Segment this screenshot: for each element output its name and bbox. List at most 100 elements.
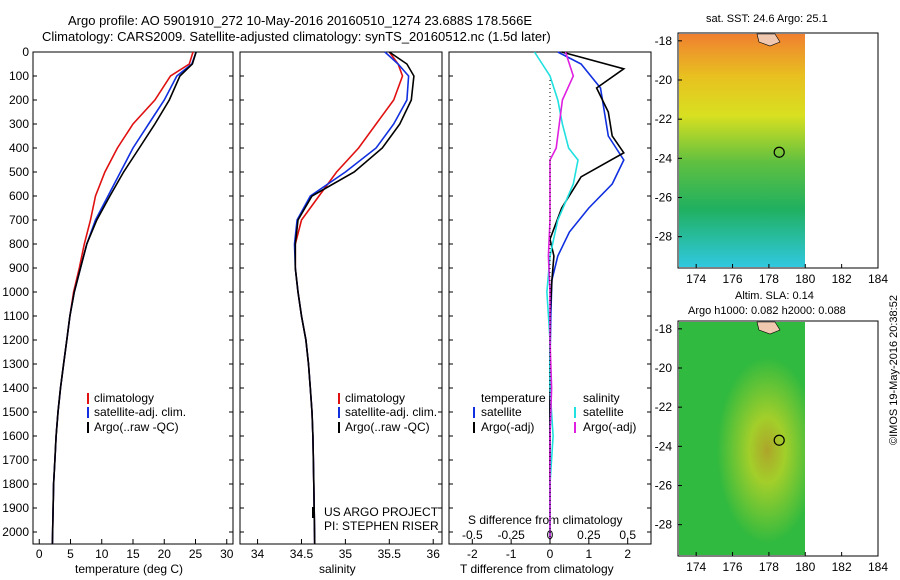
sla-lon-tick-label: 184 bbox=[868, 560, 888, 574]
diff-legend-temp-argo: Argo(-adj) bbox=[481, 420, 535, 434]
depth-tick-label: 500 bbox=[9, 165, 29, 179]
sla-lon-tick-label: 180 bbox=[795, 560, 815, 574]
series-line-satellite bbox=[549, 51, 625, 540]
sla-island bbox=[756, 321, 781, 335]
sla-lon-tick-label: 182 bbox=[832, 560, 852, 574]
sal-panel-frame bbox=[239, 51, 443, 545]
sla-lon-tick-label: 178 bbox=[759, 560, 779, 574]
sst-float-marker bbox=[773, 146, 785, 158]
sla-lat-tick-label: -28 bbox=[655, 518, 673, 532]
temp-legend-argo: Argo(..raw -QC) bbox=[94, 420, 179, 434]
depth-tick-label: 2000 bbox=[2, 525, 29, 539]
diff-legend-temp-satellite: satellite bbox=[481, 405, 522, 419]
sla-map-title-1: Altim. SLA: 0.14 bbox=[735, 290, 814, 302]
sla-lat-tick-label: -24 bbox=[655, 439, 673, 453]
diff-legend-sal-satellite: satellite bbox=[583, 405, 624, 419]
depth-tick-label: 1500 bbox=[2, 405, 29, 419]
depth-tick-label: 0 bbox=[22, 45, 29, 59]
sal-xlabel: salinity bbox=[319, 562, 356, 576]
series-line-satelliteadjclim bbox=[293, 51, 410, 545]
sal-legend-climatology: climatology bbox=[345, 391, 406, 405]
depth-tick-label: 1300 bbox=[2, 357, 29, 371]
sst-lat-tick-label: -26 bbox=[655, 191, 673, 205]
sst-field bbox=[679, 34, 805, 267]
depth-tick-label: 100 bbox=[9, 69, 29, 83]
s-diff-tick-label: 0.25 bbox=[577, 528, 601, 542]
sla-lon-tick-label: 176 bbox=[723, 560, 743, 574]
depth-tick-label: 1800 bbox=[2, 477, 29, 491]
t-diff-tick-label: -2 bbox=[467, 547, 478, 561]
sla-lat-tick-label: -20 bbox=[655, 361, 673, 375]
sst-lon-tick-label: 174 bbox=[686, 272, 706, 286]
temp-x-tick-label: 30 bbox=[220, 547, 234, 561]
depth-tick-label: 200 bbox=[9, 93, 29, 107]
depth-tick-label: 700 bbox=[9, 213, 29, 227]
sst-lon-tick-label: 182 bbox=[832, 272, 852, 286]
t-diff-tick-label: -1 bbox=[506, 547, 517, 561]
depth-tick-label: 1400 bbox=[2, 381, 29, 395]
s-diff-label: S difference from climatology bbox=[468, 513, 623, 527]
s-diff-tick-label: 0.5 bbox=[619, 528, 636, 542]
diff-xlabel: T difference from climatology bbox=[460, 562, 614, 576]
temp-panel-frame bbox=[32, 51, 234, 545]
diff-legend-sal-argo: Argo(-adj) bbox=[583, 420, 637, 434]
sal-x-tick-label: 35.5 bbox=[378, 547, 402, 561]
t-diff-tick-label: 0 bbox=[547, 547, 554, 561]
series-line-argoadj bbox=[549, 51, 626, 540]
depth-tick-label: 1600 bbox=[2, 429, 29, 443]
sst-lon-tick-label: 184 bbox=[868, 272, 888, 286]
sla-lat-tick-label: -18 bbox=[655, 322, 673, 336]
diff-legend-sal-title: salinity bbox=[583, 391, 620, 405]
s-diff-tick-label: -0.25 bbox=[497, 528, 525, 542]
temp-legend-climatology: climatology bbox=[94, 391, 155, 405]
series-line-satellite bbox=[533, 51, 579, 540]
depth-tick-label: 800 bbox=[9, 237, 29, 251]
depth-tick-label: 1700 bbox=[2, 453, 29, 467]
depth-tick-label: 300 bbox=[9, 117, 29, 131]
sst-island bbox=[756, 33, 781, 47]
sal-x-tick-label: 36 bbox=[427, 547, 441, 561]
series-line-climatology bbox=[294, 51, 404, 545]
depth-tick-label: 900 bbox=[9, 261, 29, 275]
temp-x-tick-label: 20 bbox=[158, 547, 172, 561]
temp-x-tick-label: 5 bbox=[67, 547, 74, 561]
sst-lat-tick-label: -28 bbox=[655, 230, 673, 244]
temp-x-tick-label: 15 bbox=[126, 547, 140, 561]
sla-lat-tick-label: -26 bbox=[655, 479, 673, 493]
project-credit: US ARGO PROJECT bbox=[324, 505, 439, 519]
sla-float-marker bbox=[773, 434, 785, 446]
sal-x-tick-label: 34 bbox=[251, 547, 265, 561]
series-line-argorawqc bbox=[294, 51, 415, 545]
sla-lon-tick-label: 174 bbox=[686, 560, 706, 574]
series-line-argorawqc bbox=[51, 51, 197, 545]
depth-tick-label: 400 bbox=[9, 141, 29, 155]
sst-lat-tick-label: -22 bbox=[655, 112, 673, 126]
s-diff-tick-label: -0.5 bbox=[462, 528, 483, 542]
temp-legend-satellite: satellite-adj. clim. bbox=[94, 405, 187, 419]
sst-lon-tick-label: 178 bbox=[759, 272, 779, 286]
sla-lat-tick-label: -22 bbox=[655, 400, 673, 414]
sst-lat-tick-label: -18 bbox=[655, 34, 673, 48]
sal-x-tick-label: 34.5 bbox=[290, 547, 314, 561]
sal-legend-satellite: satellite-adj. clim. bbox=[345, 405, 438, 419]
temp-xlabel: temperature (deg C) bbox=[75, 562, 184, 576]
depth-tick-label: 1100 bbox=[3, 309, 29, 323]
s-diff-tick-label: 0 bbox=[547, 528, 554, 542]
sal-x-tick-label: 35 bbox=[339, 547, 353, 561]
sst-map-title: sat. SST: 24.6 Argo: 25.1 bbox=[706, 13, 828, 25]
diff-legend-temp-title: temperature bbox=[481, 391, 546, 405]
header-line-2: Climatology: CARS2009. Satellite-adjuste… bbox=[42, 29, 551, 44]
sst-lon-tick-label: 176 bbox=[723, 272, 743, 286]
sla-map-title-2: Argo h1000: 0.082 h2000: 0.088 bbox=[688, 305, 846, 317]
t-diff-tick-label: 2 bbox=[624, 547, 631, 561]
depth-tick-label: 600 bbox=[9, 189, 29, 203]
temp-x-tick-label: 0 bbox=[36, 547, 43, 561]
sla-field-base bbox=[679, 322, 805, 555]
header-line-1: Argo profile: AO 5901910_272 10-May-2016… bbox=[68, 13, 533, 28]
depth-tick-label: 1000 bbox=[2, 285, 29, 299]
depth-tick-label: 1200 bbox=[2, 333, 29, 347]
t-diff-tick-label: 1 bbox=[586, 547, 593, 561]
sst-lon-tick-label: 180 bbox=[795, 272, 815, 286]
pi-credit: PI: STEPHEN RISER bbox=[324, 519, 439, 533]
